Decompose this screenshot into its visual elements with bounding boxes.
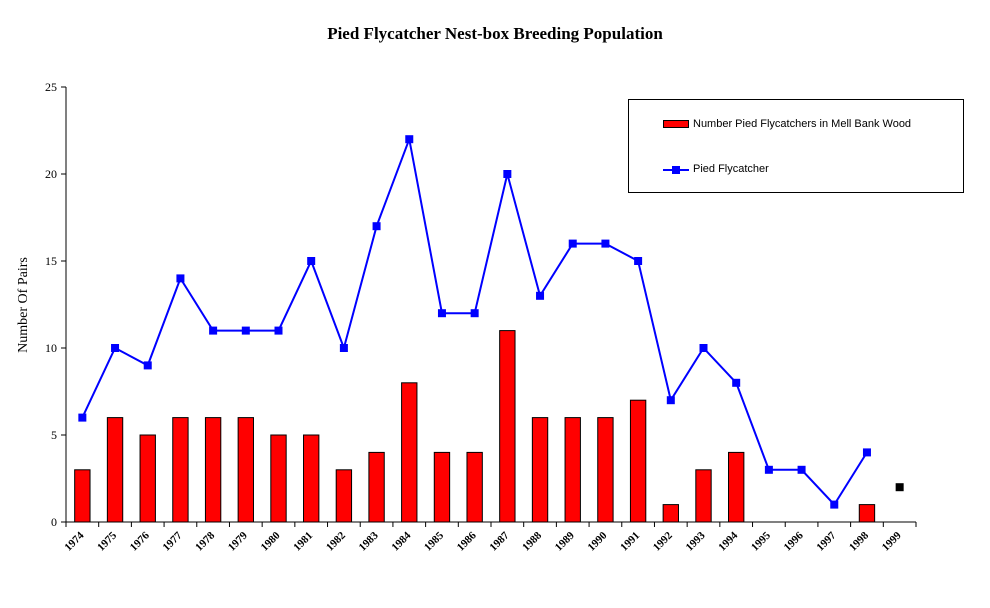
line-marker	[536, 291, 545, 300]
x-tick-label: 1985	[422, 529, 446, 553]
line-marker	[143, 361, 152, 370]
bar	[499, 330, 516, 523]
x-tick-label: 1991	[618, 530, 642, 554]
line-marker	[241, 326, 250, 335]
bar	[531, 417, 549, 523]
line-marker	[470, 309, 479, 318]
x-tick-label: 1988	[520, 529, 544, 553]
x-tick-label: 1986	[455, 529, 479, 553]
line-marker	[307, 257, 316, 265]
x-tick-label: 1983	[357, 529, 381, 553]
bar	[237, 417, 254, 523]
legend-label-line: Pied Flycatcher	[693, 163, 769, 175]
bar	[368, 451, 385, 523]
y-tick-label: 15	[45, 254, 57, 268]
x-tick-label: 1994	[716, 529, 740, 553]
x-tick-labels: 1974 1975 1976 1977 1978 1979 1980 1981 1982 1983…	[62, 529, 904, 553]
y-tick-label: 20	[45, 167, 57, 181]
line-path	[81, 135, 868, 507]
bar	[139, 434, 156, 523]
x-tick-label: 1987	[487, 529, 511, 553]
line-marker	[634, 257, 643, 265]
line-marker	[78, 413, 87, 422]
x-tick-label: 1978	[193, 529, 217, 553]
line-marker	[405, 135, 414, 144]
bar	[728, 451, 745, 523]
line-marker	[437, 309, 446, 318]
line-marker	[209, 326, 218, 335]
line-marker	[797, 465, 806, 474]
line-marker	[862, 448, 871, 457]
x-tick-label: 1990	[586, 529, 610, 553]
legend-label-bars: Number Pied Flycatchers in Mell Bank Woo…	[693, 118, 912, 130]
chart-title: Pied Flycatcher Nest-box Breeding Popula…	[327, 24, 663, 43]
x-tick-label: 1974	[62, 529, 86, 553]
line-marker	[503, 170, 512, 178]
x-tick-label: 1976	[128, 529, 152, 553]
line-marker	[372, 222, 381, 231]
bar	[695, 469, 712, 523]
line-marker	[666, 396, 675, 405]
extra-points	[895, 483, 904, 492]
line-series	[78, 135, 871, 509]
x-tick-label: 1998	[847, 529, 871, 553]
line-marker	[568, 239, 577, 248]
y-tick-label: 5	[51, 428, 57, 442]
bar	[204, 417, 222, 523]
bar	[662, 504, 679, 523]
bar	[270, 434, 287, 523]
y-tick-label: 25	[45, 80, 57, 94]
bar	[335, 469, 353, 523]
bar	[74, 469, 91, 523]
x-tick-label: 1997	[814, 529, 838, 553]
axes	[61, 86, 917, 527]
legend-bar-swatch	[663, 120, 689, 128]
bar	[629, 399, 647, 523]
line-marker	[732, 378, 741, 387]
line-marker	[274, 326, 283, 335]
bar	[597, 417, 614, 523]
x-tick-label: 1999	[880, 529, 904, 553]
x-tick-label: 1977	[161, 529, 185, 553]
bar	[564, 417, 581, 523]
point-marker	[895, 483, 904, 492]
bar	[172, 417, 189, 523]
line-marker	[111, 344, 120, 352]
y-tick-labels: 0 5 10 15 20 25	[45, 80, 57, 529]
bar	[303, 434, 320, 523]
x-tick-label: 1982	[324, 529, 348, 553]
bar	[401, 382, 418, 523]
y-axis-label: Number Of Pairs	[16, 257, 31, 353]
bar	[106, 417, 124, 523]
y-tick-label: 10	[45, 341, 57, 355]
line-marker	[339, 344, 348, 352]
x-tick-label: 1981	[291, 530, 315, 554]
line-marker	[601, 239, 610, 248]
y-tick-label: 0	[51, 515, 57, 529]
x-tick-label: 1989	[553, 529, 577, 553]
x-tick-label: 1984	[389, 529, 413, 553]
bar	[466, 451, 483, 523]
bar-series	[74, 330, 876, 523]
line-marker	[830, 500, 839, 509]
line-marker	[699, 344, 708, 352]
x-tick-label: 1992	[651, 529, 675, 553]
x-tick-label: 1980	[259, 529, 283, 553]
line-marker	[764, 465, 773, 474]
legend: Number Pied Flycatchers in Mell Bank Woo…	[628, 99, 964, 193]
x-tick-label: 1993	[684, 529, 708, 553]
x-tick-label: 1979	[226, 529, 250, 553]
x-tick-label: 1995	[749, 529, 773, 553]
x-tick-label: 1975	[95, 529, 119, 553]
line-marker	[176, 274, 185, 283]
bar	[858, 504, 876, 523]
x-tick-label: 1996	[782, 529, 806, 553]
bar	[433, 451, 451, 523]
legend-marker-swatch	[672, 166, 680, 174]
